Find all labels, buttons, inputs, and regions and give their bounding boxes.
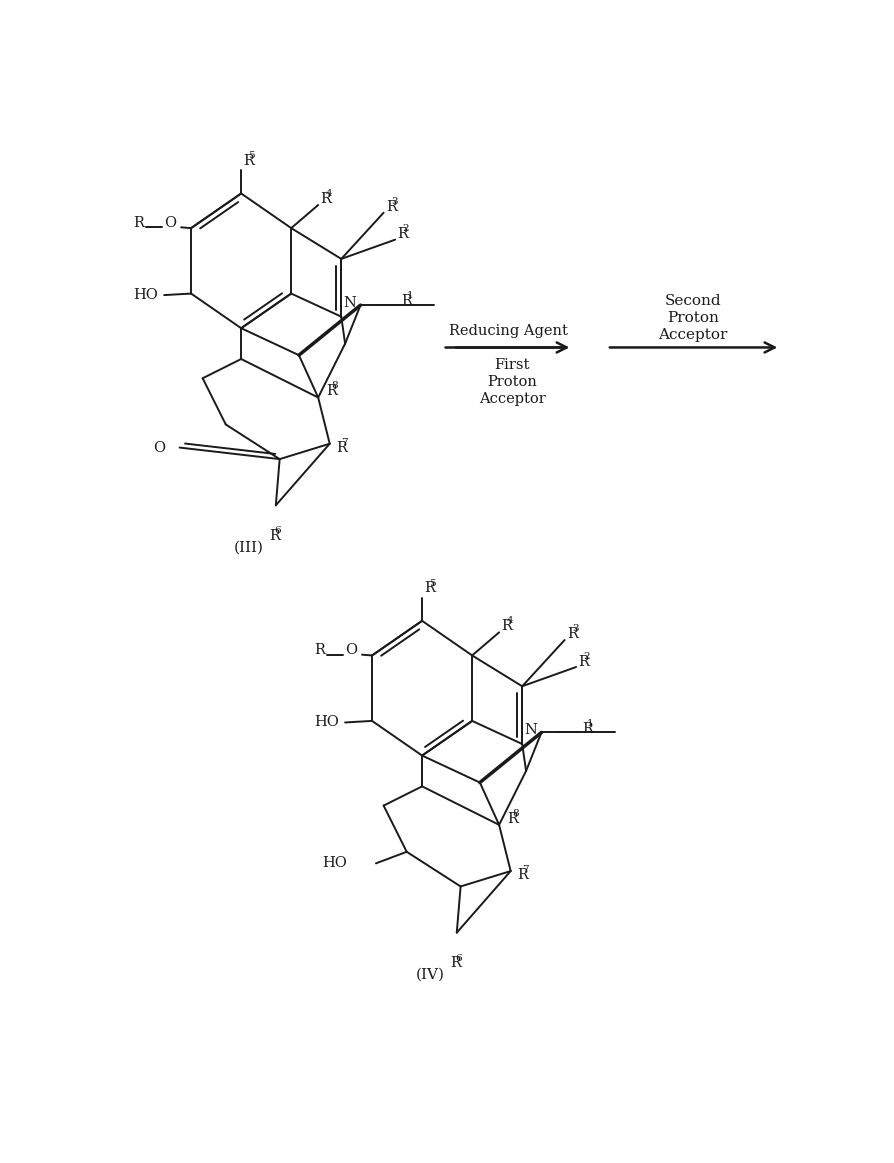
Text: 3: 3 [391, 197, 397, 206]
Text: 4: 4 [325, 188, 332, 198]
Text: 2: 2 [402, 224, 409, 234]
Text: N: N [343, 295, 357, 309]
Text: R: R [506, 812, 517, 826]
Text: R: R [325, 384, 336, 399]
Text: 7: 7 [521, 865, 527, 875]
Text: HO: HO [314, 715, 339, 729]
Text: Proton: Proton [486, 376, 536, 390]
Text: R: R [243, 155, 254, 169]
Text: 2: 2 [583, 651, 589, 661]
Text: 5: 5 [249, 151, 255, 160]
Text: 8: 8 [511, 808, 518, 818]
Text: R: R [401, 294, 412, 308]
Text: R: R [314, 643, 325, 657]
Text: (III): (III) [233, 541, 264, 555]
Text: N: N [524, 723, 537, 737]
Text: HO: HO [133, 288, 158, 302]
Text: R: R [397, 227, 408, 241]
Text: Acceptor: Acceptor [658, 328, 727, 342]
Text: HO: HO [322, 856, 346, 870]
Text: R: R [578, 655, 588, 669]
Text: Reducing Agent: Reducing Agent [449, 323, 567, 337]
Text: R: R [335, 441, 346, 455]
Text: Acceptor: Acceptor [478, 392, 545, 406]
Text: R: R [320, 192, 331, 206]
Text: O: O [345, 643, 357, 657]
Text: R: R [424, 582, 434, 595]
Text: R: R [450, 956, 461, 970]
Text: 4: 4 [506, 616, 512, 626]
Text: 3: 3 [571, 625, 578, 633]
Text: 6: 6 [274, 526, 281, 535]
Text: R: R [582, 721, 593, 736]
Text: O: O [154, 441, 165, 455]
Text: R: R [501, 619, 511, 633]
Text: 1: 1 [586, 719, 594, 728]
Text: 8: 8 [331, 381, 337, 391]
Text: First: First [494, 358, 529, 372]
Text: 5: 5 [429, 578, 435, 587]
Text: R: R [269, 529, 280, 543]
Text: R: R [566, 627, 578, 641]
Text: R: R [133, 215, 144, 230]
Text: R: R [516, 868, 527, 882]
Text: R: R [385, 200, 396, 214]
Text: 7: 7 [341, 437, 347, 447]
Text: Proton: Proton [666, 312, 718, 326]
Text: 6: 6 [455, 954, 461, 963]
Text: Second: Second [664, 294, 721, 308]
Text: (IV): (IV) [415, 968, 443, 982]
Text: O: O [164, 215, 176, 230]
Text: 1: 1 [406, 292, 412, 300]
